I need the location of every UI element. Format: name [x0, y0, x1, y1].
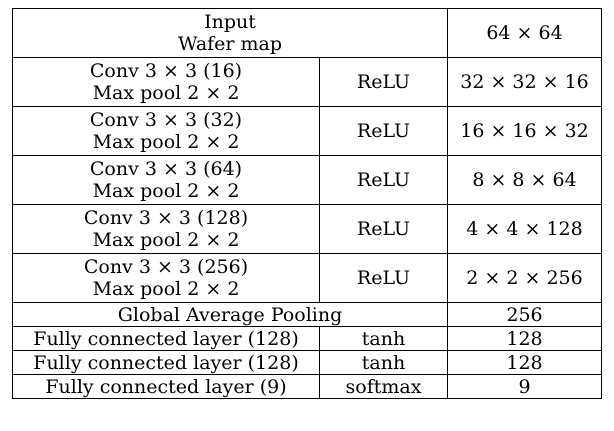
dense-row: Fully connected layer (128) tanh 128 [12, 326, 602, 351]
conv-block-row: Conv 3 × 3 (64) Max pool 2 × 2 ReLU 8 × … [12, 155, 602, 205]
conv-layer-label: Conv 3 × 3 (128) [83, 207, 249, 229]
conv-block-layers: Conv 3 × 3 (256) Max pool 2 × 2 [12, 253, 320, 303]
architecture-table: Input Wafer map 64 × 64 Conv 3 × 3 (16) … [12, 8, 602, 399]
conv-block-layers: Conv 3 × 3 (32) Max pool 2 × 2 [12, 106, 320, 156]
output-shape-cell: 2 × 2 × 256 [447, 253, 602, 303]
dense-output-cell: 128 [447, 350, 602, 375]
pool-layer-label: Max pool 2 × 2 [92, 229, 240, 251]
gap-layer-cell: Global Average Pooling [12, 302, 448, 327]
pool-layer-label: Max pool 2 × 2 [92, 278, 240, 300]
dense-layer-cell: Fully connected layer (128) [12, 350, 320, 375]
pool-layer-label: Max pool 2 × 2 [92, 82, 240, 104]
conv-layer-label: Conv 3 × 3 (64) [89, 158, 243, 180]
gap-row: Global Average Pooling 256 [12, 302, 602, 327]
output-shape-cell: 4 × 4 × 128 [447, 204, 602, 254]
conv-layer-label: Conv 3 × 3 (32) [89, 109, 243, 131]
dense-output-cell: 9 [447, 374, 602, 399]
activation-cell: ReLU [319, 106, 448, 156]
activation-cell: ReLU [319, 253, 448, 303]
conv-block-layers: Conv 3 × 3 (128) Max pool 2 × 2 [12, 204, 320, 254]
output-shape-cell: 32 × 32 × 16 [447, 57, 602, 107]
dense-layer-cell: Fully connected layer (128) [12, 326, 320, 351]
dense-activation-cell: softmax [319, 374, 448, 399]
pool-layer-label: Max pool 2 × 2 [92, 180, 240, 202]
gap-output-cell: 256 [447, 302, 602, 327]
conv-block-row: Conv 3 × 3 (256) Max pool 2 × 2 ReLU 2 ×… [12, 253, 602, 303]
dense-output-cell: 128 [447, 326, 602, 351]
conv-layer-label: Conv 3 × 3 (16) [89, 60, 243, 82]
input-label: Input [204, 11, 256, 33]
output-shape-cell: 16 × 16 × 32 [447, 106, 602, 156]
activation-cell: ReLU [319, 155, 448, 205]
pool-layer-label: Max pool 2 × 2 [92, 131, 240, 153]
dense-activation-cell: tanh [319, 326, 448, 351]
dense-activation-cell: tanh [319, 350, 448, 375]
dense-layer-cell: Fully connected layer (9) [12, 374, 320, 399]
activation-cell: ReLU [319, 204, 448, 254]
input-row: Input Wafer map 64 × 64 [12, 8, 602, 58]
output-shape-cell: 8 × 8 × 64 [447, 155, 602, 205]
conv-block-layers: Conv 3 × 3 (16) Max pool 2 × 2 [12, 57, 320, 107]
input-cell: Input Wafer map [12, 8, 448, 58]
conv-block-row: Conv 3 × 3 (128) Max pool 2 × 2 ReLU 4 ×… [12, 204, 602, 254]
dense-row: Fully connected layer (9) softmax 9 [12, 374, 602, 399]
conv-layer-label: Conv 3 × 3 (256) [83, 256, 249, 278]
input-output-shape: 64 × 64 [447, 8, 602, 58]
wafer-map-label: Wafer map [177, 33, 283, 55]
conv-block-layers: Conv 3 × 3 (64) Max pool 2 × 2 [12, 155, 320, 205]
dense-row: Fully connected layer (128) tanh 128 [12, 350, 602, 375]
conv-block-row: Conv 3 × 3 (32) Max pool 2 × 2 ReLU 16 ×… [12, 106, 602, 156]
activation-cell: ReLU [319, 57, 448, 107]
conv-block-row: Conv 3 × 3 (16) Max pool 2 × 2 ReLU 32 ×… [12, 57, 602, 107]
